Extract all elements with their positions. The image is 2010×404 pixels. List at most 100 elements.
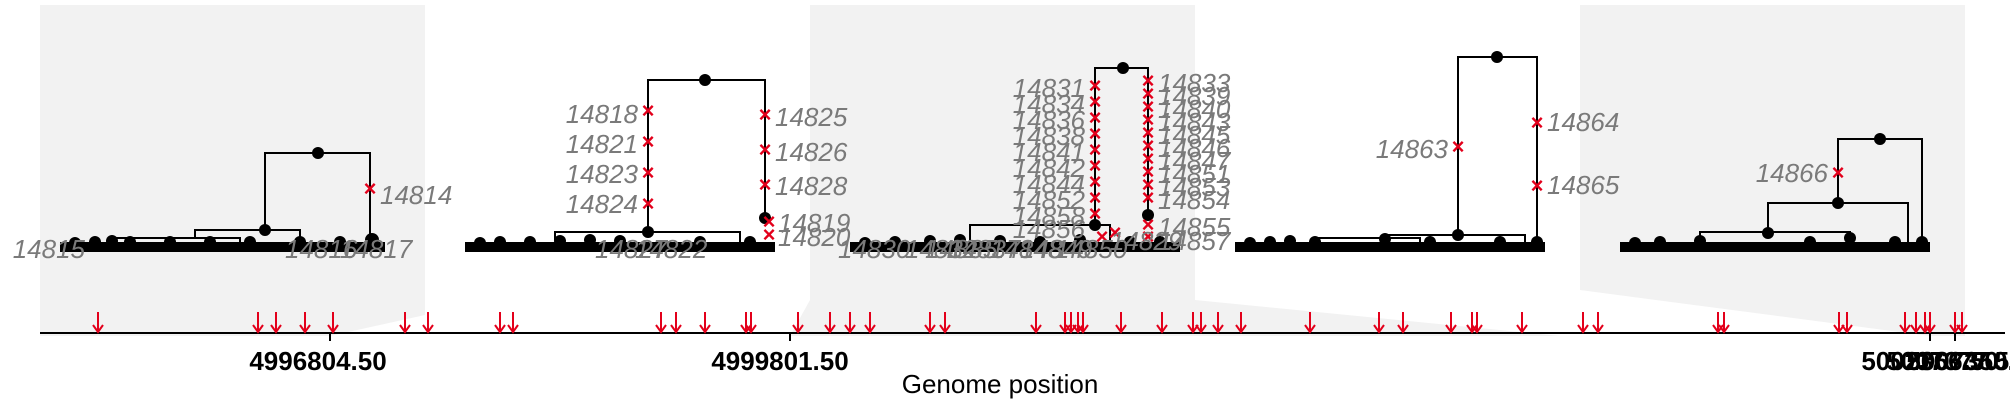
site-marker (1833, 312, 1845, 334)
tree-1-leaves (60, 242, 385, 252)
mutation-label: 14826 (775, 137, 848, 167)
svg-text:×: × (1142, 185, 1155, 210)
mutation-label: 14846 (1158, 133, 1231, 163)
site-marker (1924, 312, 1936, 334)
tree-4: × × × 14863 14864 14865 (1235, 51, 1620, 252)
tree-2-mutation-crosses: ×××× ××× ×× (642, 98, 776, 247)
site-marker (1910, 312, 1922, 334)
axis-tick-label: 4996804.50 (249, 346, 386, 376)
mutation-label: 14839 (1158, 81, 1230, 111)
tree-5-leaves (1620, 242, 1930, 252)
tree-3-leaves (850, 242, 1180, 252)
mutation-label: 14822 (635, 234, 708, 264)
svg-text:×: × (642, 129, 655, 154)
tree-4-leaves (1235, 242, 1545, 252)
svg-text:×: × (1142, 120, 1155, 145)
site-marker (844, 312, 856, 334)
mutation-label: 14836 (1013, 105, 1086, 135)
mutation-label: 14851 (1158, 159, 1230, 189)
mutation-label: 14828 (775, 171, 848, 201)
mutation-label: 14819 (778, 208, 850, 238)
tree-4-nodes (1452, 51, 1503, 241)
site-marker (327, 312, 339, 334)
site-marker (1077, 312, 1089, 334)
mutation-label: 14858 (1013, 201, 1086, 231)
site-marker (745, 312, 757, 334)
tree-4-mutation-crosses: × × × (1452, 110, 1544, 198)
genome-axis: 4996804.50 4999801.50 5002366.50 5007377… (40, 312, 2010, 399)
tree-4-root-node (1491, 51, 1503, 63)
svg-text:×: × (1142, 146, 1155, 171)
tree-3-nodes (1089, 62, 1154, 231)
tree-2-internal-node (642, 226, 654, 238)
mutation-label: 14821 (566, 129, 638, 159)
svg-text:×: × (1531, 173, 1544, 198)
mutation-label: 14832 (905, 234, 978, 264)
svg-text:×: × (1089, 169, 1102, 194)
mutation-label: 14843 (1158, 107, 1231, 137)
mutation-label: 14834 (1013, 89, 1085, 119)
svg-text:×: × (1089, 105, 1102, 130)
axis-tick-label: 4999801.50 (711, 346, 848, 376)
site-marker (1156, 312, 1168, 334)
panel-bg-tree-5 (1580, 5, 1965, 336)
tree-5-leaf-dots (1629, 227, 1928, 249)
mutation-label: 14816 (285, 234, 358, 264)
svg-text:×: × (1089, 185, 1102, 210)
tree-2-edges (554, 79, 766, 242)
mutation-label: 14848 (990, 234, 1063, 264)
tree-5-internal-node (1832, 197, 1844, 209)
svg-text:×: × (763, 209, 776, 234)
site-marker (399, 312, 411, 334)
site-marker (939, 312, 951, 334)
mutation-label: 14825 (775, 102, 848, 132)
tree-2-internal-node (759, 212, 771, 224)
site-marker (1718, 312, 1730, 334)
svg-text:×: × (1089, 137, 1102, 162)
svg-text:×: × (759, 172, 772, 197)
site-marker (1115, 312, 1127, 334)
mutation-cross: × (364, 176, 377, 201)
mutation-label: 14829 (1110, 226, 1182, 256)
mutation-label: 14849 (1020, 234, 1092, 264)
site-marker (1187, 312, 1199, 334)
tree-1-leaf-dots (69, 233, 379, 249)
svg-text:×: × (1089, 153, 1102, 178)
mutation-label: 14854 (1158, 185, 1230, 215)
site-marker (792, 312, 804, 334)
site-markers (92, 312, 1968, 334)
mutation-label: 14824 (566, 189, 638, 219)
svg-text:×: × (1531, 110, 1544, 135)
x-axis-title: Genome position (902, 369, 1099, 399)
site-marker (1956, 312, 1968, 334)
svg-text:×: × (1142, 107, 1155, 132)
mutation-label: 14830 (838, 234, 911, 264)
tree-3-internal-node (1089, 219, 1101, 231)
svg-text:×: × (1096, 224, 1109, 249)
mutation-cross: × (1832, 160, 1845, 185)
mutation-label: 14863 (1376, 134, 1449, 164)
site-marker (1919, 312, 1931, 334)
svg-text:×: × (1089, 201, 1102, 226)
tree-5: × 14866 (1620, 133, 1930, 252)
site-marker (1445, 312, 1457, 334)
svg-text:×: × (759, 137, 772, 162)
site-marker (1030, 312, 1042, 334)
mutation-label: 14823 (566, 159, 639, 189)
mutation-label: 14856 (1013, 214, 1086, 244)
tree-4-leaf-dots (1244, 233, 1543, 249)
site-marker (92, 312, 104, 334)
svg-text:×: × (1142, 68, 1155, 93)
panel-bg-tree-3 (790, 5, 1560, 336)
panel-backgrounds (40, 5, 1965, 336)
tree-3-leaf-dots (859, 234, 1166, 249)
mutation-label: 14847 (1158, 146, 1232, 176)
mutation-label: 14840 (1158, 94, 1231, 124)
panel-bg-tree-1 (40, 5, 425, 336)
mutation-label: 14842 (1013, 153, 1086, 183)
mutation-label: 14835 (925, 234, 998, 264)
tree-3-mutation-crosses: ××× ××× ××× ××× ××× ××× ××× ×× (1089, 68, 1155, 249)
tree-4-internal-node (1452, 229, 1464, 241)
tree-1-root-node (312, 147, 324, 159)
